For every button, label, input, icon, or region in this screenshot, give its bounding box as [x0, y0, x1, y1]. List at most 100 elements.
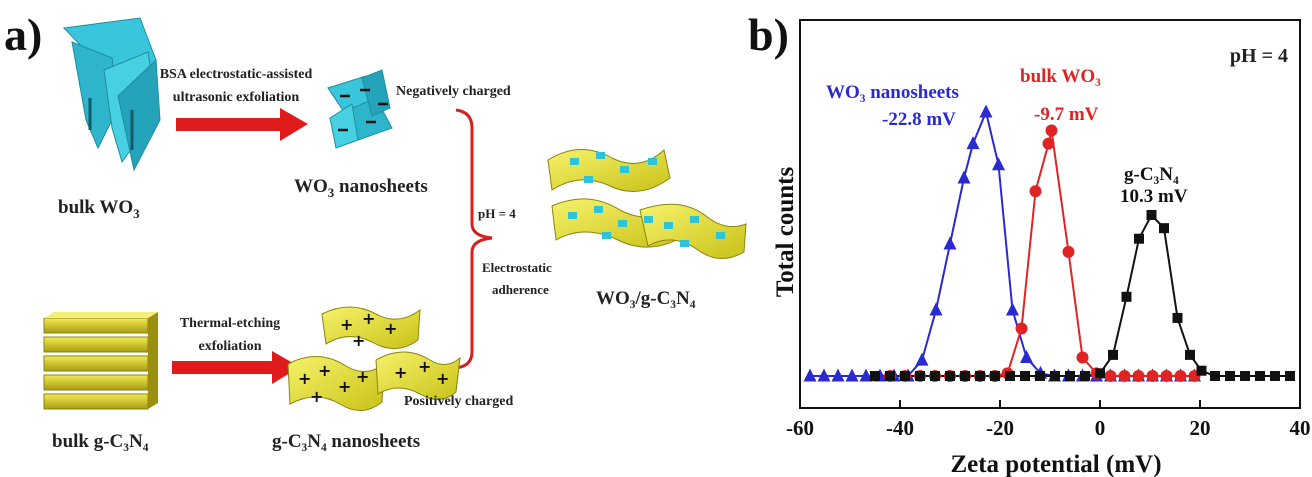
data-point-wo3-nanosheets: [831, 368, 845, 382]
wo3-nanosheets-illustration: [327, 69, 393, 149]
data-point-bulk-wo3: [1015, 322, 1028, 335]
data-point-wo3-nanosheets: [943, 236, 957, 250]
data-point-g-c3n4: [1240, 371, 1250, 381]
x-axis-label: Zeta potential (mV): [950, 451, 1161, 477]
ph-label-b: pH = 4: [1230, 45, 1288, 67]
gcn-nanosheets-label: g-C₃N₄ nanosheets: [272, 431, 420, 452]
series-lines: [810, 108, 1290, 377]
x-tick-label: -20: [986, 416, 1014, 440]
svg-text:+: +: [338, 377, 351, 396]
x-tick-label: -40: [886, 416, 914, 440]
data-point-bulk-wo3: [1042, 137, 1055, 150]
ph-label-a: pH = 4: [478, 206, 516, 221]
panel-a: a) bulk WO3 BSA electrostatic-assisted u…: [4, 9, 747, 452]
positively-charged-label: Positively charged: [404, 394, 513, 409]
step1-label-line2: ultrasonic exfoliation: [173, 90, 300, 105]
data-point-g-c3n4: [1172, 312, 1183, 323]
panel-a-label: a): [4, 9, 42, 60]
data-point-g-c3n4: [1134, 233, 1144, 244]
svg-text:+: +: [418, 357, 431, 376]
svg-text:+: +: [394, 363, 407, 382]
data-point-bulk-wo3: [1132, 370, 1145, 382]
data-point-g-c3n4: [1255, 371, 1265, 381]
x-ticks: -60 -40 -20 0 20 40: [786, 400, 1311, 440]
data-point-g-c3n4: [915, 371, 925, 381]
negatively-charged-label: Negatively charged: [396, 84, 511, 99]
data-point-wo3-nanosheets: [1006, 302, 1019, 316]
step2-label-line2: exfoliation: [199, 339, 262, 354]
svg-text:+: +: [318, 361, 331, 380]
gcn-nanosheets-illustration: + ++ ++ + +++ + ++: [287, 306, 461, 411]
data-point-g-c3n4: [1050, 371, 1060, 381]
data-point-g-c3n4: [930, 371, 940, 381]
svg-text:+: +: [310, 387, 323, 406]
data-point-g-c3n4: [1095, 368, 1105, 379]
data-point-bulk-wo3: [1160, 370, 1173, 382]
annotation-bulk-wo3-name: bulk WO₃: [1020, 66, 1101, 87]
data-point-g-c3n4: [1270, 371, 1280, 381]
annotation-wo3-nanosheets-name: WO₃ nanosheets: [826, 82, 959, 103]
data-point-wo3-nanosheets: [845, 368, 859, 382]
adherence-label: adherence: [492, 282, 549, 297]
data-point-g-c3n4: [885, 371, 895, 381]
combine-bracket: [455, 108, 493, 370]
y-axis-label: Total counts: [772, 167, 799, 298]
annotation-wo3-nanosheets-value: -22.8 mV: [882, 109, 956, 130]
svg-text:+: +: [436, 369, 449, 388]
step1-label-line1: BSA electrostatic-assisted: [160, 67, 313, 82]
data-point-g-c3n4: [1108, 349, 1118, 360]
data-point-wo3-nanosheets: [929, 302, 943, 316]
data-point-wo3-nanosheets: [992, 157, 1005, 171]
plot-frame: [799, 19, 1301, 409]
x-tick-label: 20: [1190, 416, 1211, 440]
data-point-g-c3n4: [945, 371, 955, 381]
data-point-bulk-wo3: [1062, 245, 1075, 258]
svg-text:+: +: [384, 319, 397, 338]
data-point-g-c3n4: [1080, 371, 1090, 381]
data-point-bulk-wo3: [1174, 370, 1187, 382]
data-point-g-c3n4: [960, 371, 970, 381]
data-point-wo3-nanosheets: [957, 170, 971, 184]
data-point-g-c3n4: [1065, 371, 1075, 381]
data-point-g-c3n4: [1121, 291, 1132, 302]
data-point-g-c3n4: [1196, 365, 1207, 376]
x-tick-label: 40: [1290, 416, 1311, 440]
x-tick-label: 0: [1095, 416, 1106, 440]
data-point-bulk-wo3: [1146, 370, 1159, 382]
svg-text:+: +: [298, 369, 311, 388]
data-point-bulk-wo3: [1045, 124, 1058, 137]
panel-b-label: b): [748, 9, 789, 60]
data-point-g-c3n4: [1146, 209, 1157, 220]
data-point-g-c3n4: [1020, 371, 1030, 381]
data-point-g-c3n4: [990, 371, 1000, 381]
svg-text:+: +: [352, 331, 365, 350]
data-point-wo3-nanosheets: [817, 368, 831, 382]
arrow-exfoliation-1: [176, 108, 308, 141]
annotation-bulk-wo3-value: -9.7 mV: [1034, 104, 1099, 125]
annotation-gcn-name: g-C₃N₄: [1124, 164, 1179, 185]
panel-b: b) Total counts Zeta potential (mV) -60-…: [748, 9, 1311, 477]
bulk-wo3-label: bulk WO3: [58, 197, 140, 221]
data-point-g-c3n4: [1225, 371, 1235, 381]
data-point-g-c3n4: [1210, 371, 1220, 381]
electrostatic-label: Electrostatic: [482, 260, 552, 275]
data-point-g-c3n4: [1005, 371, 1015, 381]
bulk-gcn-illustration: [43, 312, 158, 410]
annotation-gcn-value: 10.3 mV: [1120, 186, 1188, 207]
series-line-wo3-nanosheets: [810, 108, 1195, 377]
data-point-g-c3n4: [1035, 371, 1045, 381]
data-point-g-c3n4: [870, 371, 880, 381]
data-point-wo3-nanosheets: [979, 104, 993, 118]
plot-area: -60 -40 -20 0 20 40: [786, 19, 1311, 440]
data-point-g-c3n4: [975, 371, 985, 381]
step2-label-line1: Thermal-etching: [180, 316, 280, 331]
data-point-wo3-nanosheets: [915, 352, 929, 366]
bulk-wo3-crystal-illustration: [62, 17, 161, 172]
data-point-wo3-nanosheets: [1020, 350, 1033, 364]
x-tick-label: -60: [786, 416, 814, 440]
wo3-nanosheets-label: WO3 nanosheets: [294, 176, 428, 200]
data-point-wo3-nanosheets: [803, 368, 817, 382]
data-point-wo3-nanosheets: [966, 136, 980, 150]
data-point-g-c3n4: [1185, 349, 1195, 360]
